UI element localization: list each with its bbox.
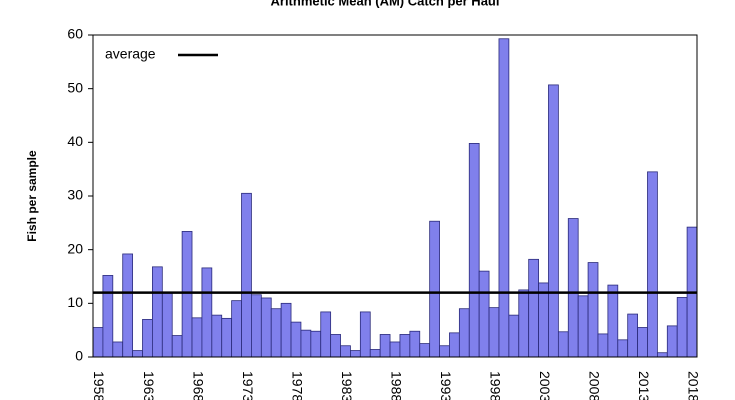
plot-border xyxy=(92,34,698,358)
x-tick-label: 1998 xyxy=(487,371,503,400)
bar xyxy=(181,231,193,358)
bar xyxy=(528,258,539,358)
bar xyxy=(132,350,143,358)
bar xyxy=(142,319,153,358)
bar xyxy=(379,334,391,358)
bar xyxy=(201,267,213,358)
bar xyxy=(340,345,351,358)
bar xyxy=(122,253,134,358)
bar xyxy=(518,289,530,358)
bar xyxy=(92,327,104,358)
bar xyxy=(548,84,559,358)
y-tick-label: 60 xyxy=(67,26,83,42)
bar xyxy=(439,345,450,358)
bar xyxy=(458,308,470,358)
bar xyxy=(627,313,638,358)
bar xyxy=(656,352,668,358)
bar xyxy=(389,341,401,358)
x-tick-label: 2013 xyxy=(636,371,652,400)
x-tick-label: 1963 xyxy=(141,371,157,400)
bar xyxy=(320,311,332,358)
bar xyxy=(359,311,371,358)
bar xyxy=(270,308,282,358)
bar xyxy=(369,349,381,358)
bar xyxy=(676,297,688,358)
bar xyxy=(449,332,460,358)
bar xyxy=(310,330,322,358)
y-tick-label: 50 xyxy=(67,79,83,95)
bar xyxy=(231,300,242,358)
bar xyxy=(191,317,203,358)
x-tick-label: 2018 xyxy=(685,371,701,400)
bar xyxy=(617,339,629,358)
bar xyxy=(419,343,431,358)
bar xyxy=(152,266,163,358)
bar xyxy=(597,333,609,358)
y-tick-label: 0 xyxy=(75,348,83,364)
bar xyxy=(607,284,619,358)
y-tick-label: 30 xyxy=(67,187,83,203)
x-tick-label: 1988 xyxy=(388,371,404,400)
bar xyxy=(112,341,124,358)
chart-title: Arithmetic Mean (AM) Catch per Haul xyxy=(271,0,500,8)
y-tick-label: 40 xyxy=(67,133,83,149)
bar xyxy=(478,270,490,358)
x-tick-label: 1978 xyxy=(289,371,305,400)
bar xyxy=(241,192,252,358)
bar xyxy=(637,327,648,358)
bar xyxy=(567,218,579,358)
bar xyxy=(221,317,233,358)
bar xyxy=(577,295,589,358)
bar xyxy=(300,329,312,358)
bar xyxy=(429,220,440,358)
bar xyxy=(557,331,569,358)
bar xyxy=(161,292,173,358)
bar xyxy=(399,334,411,358)
bar xyxy=(280,302,292,358)
bar xyxy=(290,321,302,358)
x-tick-label: 1973 xyxy=(240,371,256,400)
bar xyxy=(587,262,599,358)
x-tick-label: 2003 xyxy=(537,371,553,400)
x-tick-label: 1968 xyxy=(190,371,206,400)
bar xyxy=(508,314,520,358)
bar xyxy=(260,297,272,358)
bar xyxy=(538,282,549,358)
bar xyxy=(498,38,510,358)
bar xyxy=(251,294,262,358)
bar xyxy=(409,330,421,358)
y-tick-label: 10 xyxy=(67,294,83,310)
bar xyxy=(330,334,341,358)
bar xyxy=(488,307,500,358)
x-tick-label: 1958 xyxy=(91,371,107,400)
bar xyxy=(468,143,480,358)
bar xyxy=(102,275,114,358)
x-tick-label: 1993 xyxy=(438,371,454,400)
y-tick-label: 20 xyxy=(67,240,83,256)
bar xyxy=(666,325,678,358)
x-tick-label: 2008 xyxy=(586,371,602,400)
bar xyxy=(211,314,223,358)
bar xyxy=(171,335,183,358)
legend-label: average xyxy=(105,46,156,62)
bar xyxy=(350,350,361,358)
x-tick-label: 1983 xyxy=(339,371,355,400)
bar xyxy=(647,171,658,358)
y-axis-label: Fish per sample xyxy=(25,150,39,242)
